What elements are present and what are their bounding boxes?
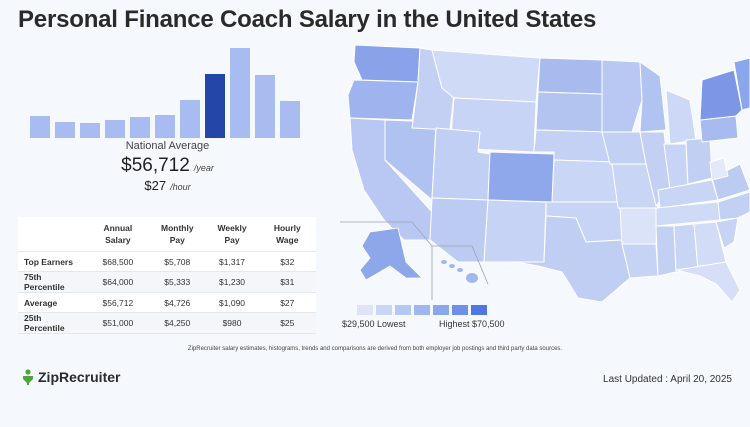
state-washington[interactable] — [353, 44, 421, 83]
table-header-empty — [18, 217, 87, 252]
histogram-bar — [180, 100, 200, 138]
histogram-bar — [55, 122, 75, 138]
row-label: 25th Percentile — [18, 312, 87, 334]
national-average-annual: $56,712/year — [30, 155, 305, 177]
table-cell: $64,000 — [86, 271, 150, 293]
table-cell: $27 — [258, 292, 316, 313]
state-michigan[interactable] — [665, 89, 697, 145]
state-new-york[interactable] — [699, 69, 743, 121]
table-header: Annual Salary — [86, 217, 150, 252]
table-cell: $4,726 — [149, 292, 206, 313]
hourly-unit: /hour — [170, 182, 191, 192]
ziprecruiter-logo[interactable]: ZipRecruiter — [22, 369, 120, 385]
legend-low-label: $29,500 Lowest — [342, 319, 406, 329]
state-wisconsin[interactable] — [639, 61, 667, 133]
zip-recruiter-logo-icon — [23, 369, 33, 385]
state-oregon[interactable] — [347, 79, 419, 121]
legend-swatch — [433, 305, 449, 315]
table-cell: $68,500 — [86, 251, 150, 272]
table-cell: $5,708 — [149, 251, 206, 272]
histogram-bar — [130, 117, 150, 138]
row-label: 75th Percentile — [18, 271, 87, 293]
table-cell: $51,000 — [86, 312, 150, 334]
hourly-value: $27 — [144, 178, 167, 193]
table-row: 25th Percentile $51,000 $4,250 $980 $25 — [18, 312, 316, 334]
histogram-bar — [280, 101, 300, 138]
state-new-england[interactable] — [733, 57, 750, 111]
state-colorado[interactable] — [487, 151, 555, 203]
table-header-row: Annual Salary Monthly Pay Weekly Pay Hou… — [18, 217, 316, 252]
state-mississippi[interactable] — [655, 225, 677, 277]
state-south-carolina[interactable] — [715, 217, 739, 249]
row-label: Top Earners — [18, 251, 87, 272]
state-arkansas[interactable] — [619, 207, 659, 245]
national-average-hourly: $27/hour — [30, 177, 305, 195]
state-pennsylvania[interactable] — [699, 115, 739, 143]
table-cell: $1,090 — [205, 292, 259, 313]
histogram-bar-national-average — [205, 74, 225, 138]
state-ohio[interactable] — [685, 137, 713, 185]
histogram-bar — [30, 116, 50, 138]
legend-swatch — [395, 305, 411, 315]
table-row: Average $56,712 $4,726 $1,090 $27 — [18, 292, 316, 313]
state-virginia[interactable] — [711, 163, 750, 201]
table-cell: $5,333 — [149, 271, 206, 293]
histogram-bar — [230, 48, 250, 138]
histogram-bar — [80, 123, 100, 138]
last-updated: Last Updated : April 20, 2025 — [603, 374, 732, 385]
table-cell: $980 — [205, 312, 259, 334]
legend-swatch — [452, 305, 468, 315]
table-cell: $1,317 — [205, 251, 259, 272]
table-cell: $1,230 — [205, 271, 259, 293]
table-header: Hourly Wage — [258, 217, 316, 252]
state-kansas[interactable] — [551, 159, 619, 203]
state-hawaii[interactable] — [441, 260, 478, 283]
state-south-dakota[interactable] — [535, 91, 603, 133]
histogram-bar — [105, 120, 125, 138]
state-minnesota[interactable] — [601, 59, 643, 133]
national-average-label: National Average — [125, 140, 210, 152]
annual-value: $56,712 — [121, 155, 190, 176]
state-north-dakota[interactable] — [537, 57, 603, 95]
table-cell: $31 — [258, 271, 316, 293]
legend-swatch — [357, 305, 373, 315]
table-cell: $25 — [258, 312, 316, 334]
state-north-carolina[interactable] — [717, 191, 750, 221]
state-arizona[interactable] — [429, 197, 489, 263]
state-texas[interactable] — [515, 215, 633, 303]
footnote: ZipRecruiter salary estimates, histogram… — [187, 346, 563, 352]
table-header: Weekly Pay — [205, 217, 259, 252]
state-florida[interactable] — [675, 261, 741, 303]
legend-swatch — [376, 305, 392, 315]
table-header: Monthly Pay — [149, 217, 206, 252]
state-new-mexico[interactable] — [483, 199, 547, 263]
salary-histogram — [30, 48, 305, 138]
row-label: Average — [18, 292, 87, 313]
table-cell: $4,250 — [149, 312, 206, 334]
legend-swatch — [414, 305, 430, 315]
state-iowa[interactable] — [601, 131, 647, 165]
table-cell: $32 — [258, 251, 316, 272]
histogram-bar — [255, 75, 275, 138]
state-alaska[interactable] — [359, 227, 423, 281]
us-salary-map — [340, 44, 750, 303]
state-west-virginia[interactable] — [709, 157, 729, 181]
annual-unit: /year — [193, 163, 214, 173]
table-cell: $56,712 — [86, 292, 150, 313]
table-row: 75th Percentile $64,000 $5,333 $1,230 $3… — [18, 271, 316, 293]
legend-high-label: Highest $70,500 — [439, 319, 505, 329]
table-row: Top Earners $68,500 $5,708 $1,317 $32 — [18, 251, 316, 272]
salary-table: Annual Salary Monthly Pay Weekly Pay Hou… — [18, 217, 316, 334]
page-title: Personal Finance Coach Salary in the Uni… — [18, 6, 597, 33]
histogram-bar — [155, 115, 175, 138]
legend-swatch — [471, 305, 487, 315]
brand-name: ZipRecruiter — [38, 369, 121, 385]
